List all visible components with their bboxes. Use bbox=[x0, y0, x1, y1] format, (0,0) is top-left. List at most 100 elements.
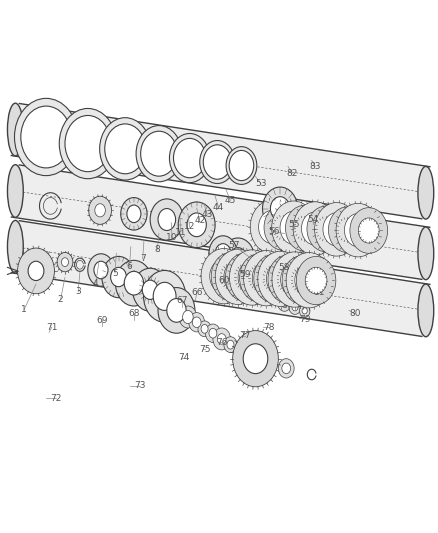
Ellipse shape bbox=[304, 267, 326, 294]
Ellipse shape bbox=[328, 207, 365, 253]
Text: 71: 71 bbox=[46, 322, 57, 332]
Ellipse shape bbox=[158, 288, 194, 333]
Text: 1: 1 bbox=[21, 305, 27, 314]
Ellipse shape bbox=[252, 261, 280, 295]
Ellipse shape bbox=[239, 254, 279, 302]
Ellipse shape bbox=[94, 261, 108, 279]
Text: 42: 42 bbox=[194, 216, 205, 225]
Text: 5: 5 bbox=[112, 269, 118, 278]
Text: 69: 69 bbox=[96, 316, 107, 325]
Ellipse shape bbox=[166, 298, 186, 322]
Ellipse shape bbox=[301, 212, 328, 245]
Polygon shape bbox=[11, 221, 429, 336]
Text: 58: 58 bbox=[278, 263, 290, 272]
Ellipse shape bbox=[215, 244, 230, 263]
Ellipse shape bbox=[208, 236, 237, 271]
Ellipse shape bbox=[201, 325, 208, 333]
Ellipse shape bbox=[110, 268, 126, 287]
Ellipse shape bbox=[14, 99, 78, 176]
Ellipse shape bbox=[243, 344, 267, 374]
Ellipse shape bbox=[271, 201, 315, 255]
Ellipse shape bbox=[299, 304, 309, 318]
Ellipse shape bbox=[153, 282, 176, 310]
Ellipse shape bbox=[272, 252, 317, 307]
Ellipse shape bbox=[229, 250, 275, 305]
Ellipse shape bbox=[99, 118, 150, 180]
Ellipse shape bbox=[225, 253, 264, 301]
Text: 59: 59 bbox=[239, 270, 250, 279]
Ellipse shape bbox=[221, 238, 254, 279]
Ellipse shape bbox=[294, 263, 322, 297]
Ellipse shape bbox=[150, 199, 183, 240]
Text: 81: 81 bbox=[313, 288, 325, 297]
Text: 72: 72 bbox=[50, 394, 62, 403]
Ellipse shape bbox=[282, 256, 321, 304]
Ellipse shape bbox=[102, 256, 135, 297]
Ellipse shape bbox=[349, 208, 387, 253]
Ellipse shape bbox=[142, 280, 158, 300]
Text: 68: 68 bbox=[128, 310, 139, 318]
Ellipse shape bbox=[357, 218, 378, 243]
Ellipse shape bbox=[201, 248, 246, 304]
Ellipse shape bbox=[209, 259, 237, 293]
Text: 56: 56 bbox=[268, 227, 279, 236]
Ellipse shape bbox=[192, 317, 201, 327]
Ellipse shape bbox=[7, 221, 23, 273]
Ellipse shape bbox=[203, 145, 231, 179]
Text: 77: 77 bbox=[239, 332, 250, 341]
Ellipse shape bbox=[199, 141, 234, 183]
Ellipse shape bbox=[276, 266, 298, 293]
Ellipse shape bbox=[179, 306, 196, 328]
Text: 66: 66 bbox=[191, 288, 202, 297]
Ellipse shape bbox=[257, 251, 303, 306]
Ellipse shape bbox=[198, 321, 211, 337]
Ellipse shape bbox=[120, 198, 147, 230]
Polygon shape bbox=[11, 103, 429, 219]
Ellipse shape bbox=[291, 303, 297, 311]
Ellipse shape bbox=[293, 216, 314, 241]
Ellipse shape bbox=[232, 330, 278, 387]
Ellipse shape bbox=[237, 260, 266, 295]
Ellipse shape bbox=[229, 150, 253, 181]
Ellipse shape bbox=[336, 203, 379, 257]
Ellipse shape bbox=[280, 262, 308, 297]
Text: 82: 82 bbox=[286, 169, 297, 178]
Ellipse shape bbox=[215, 249, 260, 304]
Ellipse shape bbox=[226, 340, 233, 349]
Ellipse shape bbox=[293, 202, 336, 255]
Ellipse shape bbox=[223, 337, 237, 352]
Ellipse shape bbox=[7, 165, 23, 217]
Ellipse shape bbox=[253, 254, 293, 303]
Text: 74: 74 bbox=[177, 353, 189, 362]
Ellipse shape bbox=[169, 133, 209, 183]
Text: 75: 75 bbox=[199, 344, 211, 353]
Ellipse shape bbox=[127, 205, 141, 223]
Ellipse shape bbox=[57, 253, 73, 272]
Ellipse shape bbox=[306, 206, 344, 252]
Ellipse shape bbox=[140, 131, 177, 176]
Ellipse shape bbox=[248, 264, 270, 291]
Ellipse shape bbox=[263, 205, 301, 250]
Ellipse shape bbox=[187, 213, 206, 237]
Text: 79: 79 bbox=[299, 314, 310, 324]
Text: 10: 10 bbox=[166, 233, 177, 243]
Ellipse shape bbox=[59, 108, 116, 179]
Ellipse shape bbox=[243, 251, 289, 306]
Text: 57: 57 bbox=[227, 241, 239, 250]
Ellipse shape bbox=[270, 197, 289, 221]
Ellipse shape bbox=[285, 205, 322, 251]
Ellipse shape bbox=[219, 263, 241, 290]
Ellipse shape bbox=[105, 124, 145, 174]
Ellipse shape bbox=[136, 126, 181, 182]
Text: 6: 6 bbox=[126, 262, 132, 271]
Text: 8: 8 bbox=[154, 245, 160, 254]
Text: 43: 43 bbox=[201, 210, 212, 219]
Text: 55: 55 bbox=[288, 220, 299, 229]
Ellipse shape bbox=[173, 139, 205, 177]
Ellipse shape bbox=[272, 215, 293, 240]
Ellipse shape bbox=[262, 265, 284, 292]
Ellipse shape bbox=[301, 308, 307, 314]
Ellipse shape bbox=[143, 270, 185, 322]
Ellipse shape bbox=[212, 328, 230, 350]
Text: 12: 12 bbox=[184, 222, 195, 231]
